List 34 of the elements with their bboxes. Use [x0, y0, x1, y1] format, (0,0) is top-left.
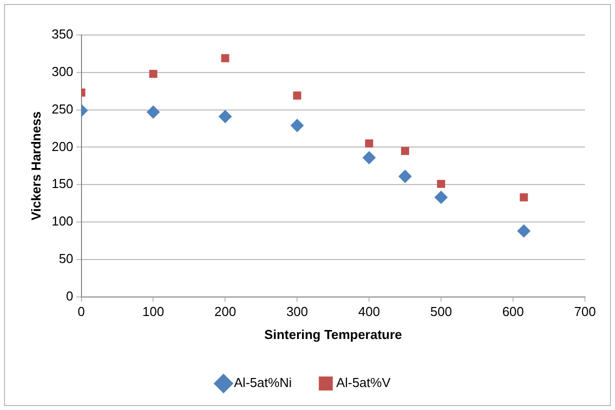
y-tick-label: 350 — [52, 26, 74, 42]
y-tick-label: 200 — [52, 138, 74, 154]
x-tick-label: 400 — [358, 304, 380, 320]
point — [362, 151, 376, 164]
point — [437, 180, 446, 188]
point — [149, 70, 158, 78]
point — [401, 146, 410, 155]
x-tick-label: 300 — [286, 304, 308, 320]
y-tick-label: 50 — [58, 250, 74, 266]
point — [146, 106, 160, 119]
point — [365, 139, 374, 148]
point — [293, 92, 302, 100]
y-tick-label: 250 — [52, 101, 74, 116]
y-tick-label: 300 — [52, 64, 74, 79]
point — [517, 224, 530, 238]
x-tick-label: 700 — [574, 304, 596, 320]
x-tick-label: 0 — [78, 304, 85, 320]
y-axis-title: Vickers Hardness — [28, 111, 44, 220]
y-tick-label: 100 — [52, 214, 74, 229]
y-tick-label: 0 — [66, 288, 74, 304]
point — [221, 54, 230, 62]
point — [398, 170, 412, 183]
x-tick-label: 100 — [142, 304, 164, 320]
x-tick-label: 500 — [430, 304, 452, 320]
y-tick-label: 150 — [52, 176, 74, 192]
point — [520, 193, 528, 202]
x-tick-label: 600 — [502, 304, 524, 320]
x-axis-title: Sintering Temperature — [264, 326, 402, 342]
point — [290, 119, 304, 132]
point — [218, 110, 232, 124]
x-tick-label: 200 — [214, 304, 236, 320]
legend-label: Al-5at%V — [336, 375, 391, 390]
legend-label: Al-5at%Ni — [234, 375, 292, 390]
point — [434, 190, 448, 204]
